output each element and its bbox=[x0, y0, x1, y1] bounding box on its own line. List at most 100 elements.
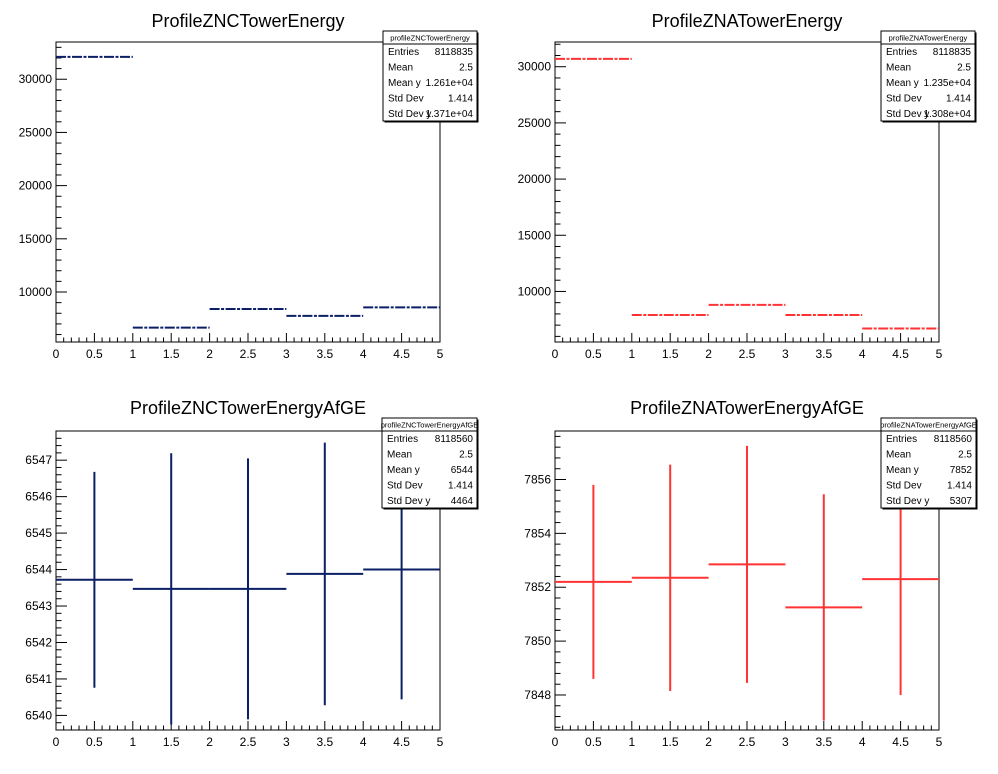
stats-label: Mean bbox=[387, 450, 412, 461]
x-tick-label: 1.5 bbox=[662, 347, 679, 361]
x-tick-label: 5 bbox=[437, 347, 444, 361]
x-tick-label: 4.5 bbox=[892, 735, 909, 749]
y-tick-label: 20000 bbox=[518, 172, 552, 186]
stats-value: 6544 bbox=[451, 465, 474, 476]
stats-value: 2.5 bbox=[459, 63, 473, 74]
chart-title: ProfileZNATowerEnergy bbox=[652, 11, 843, 31]
x-tick-label: 1.5 bbox=[662, 735, 679, 749]
x-tick-label: 4 bbox=[360, 347, 367, 361]
stats-value: 8118560 bbox=[934, 434, 973, 445]
x-tick-label: 1.5 bbox=[163, 347, 180, 361]
y-tick-label: 6542 bbox=[25, 635, 52, 649]
y-tick-label: 25000 bbox=[518, 116, 552, 130]
x-tick-label: 4 bbox=[859, 347, 866, 361]
data-point bbox=[631, 464, 709, 691]
y-tick-label: 30000 bbox=[518, 60, 552, 74]
stats-label: Std Dev bbox=[886, 480, 922, 491]
stats-name: profileZNATowerEnergy bbox=[889, 34, 968, 43]
stats-value: 7852 bbox=[950, 465, 973, 476]
stats-label: Mean y bbox=[886, 465, 919, 476]
stats-name: profileZNCTowerEnergy bbox=[390, 34, 470, 43]
x-tick-label: 2.5 bbox=[240, 347, 257, 361]
x-tick-label: 2.5 bbox=[240, 735, 257, 749]
data-point bbox=[286, 442, 364, 706]
stats-label: Mean bbox=[886, 63, 911, 74]
stats-label: Std Dev bbox=[886, 93, 922, 104]
x-tick-label: 3 bbox=[782, 735, 789, 749]
stats-label: Entries bbox=[886, 47, 917, 58]
y-tick-label: 7856 bbox=[524, 472, 551, 486]
x-tick-label: 0.5 bbox=[585, 735, 602, 749]
stats-label: Entries bbox=[387, 434, 418, 445]
stats-label: Mean y bbox=[387, 465, 420, 476]
chart-panel-4: ProfileZNATowerEnergyAfGE 0 0.5 1 1.5 2 2.5 3 3.… bbox=[524, 398, 978, 749]
data-point bbox=[209, 458, 287, 720]
x-tick-label: 0 bbox=[552, 735, 559, 749]
stats-value: 8118835 bbox=[933, 47, 972, 58]
stats-label: Mean y bbox=[886, 78, 919, 89]
stats-label: Entries bbox=[886, 434, 917, 445]
x-tick-label: 3 bbox=[782, 347, 789, 361]
stats-value: 1.414 bbox=[946, 93, 971, 104]
data-point bbox=[708, 445, 786, 683]
y-tick-label: 7852 bbox=[524, 580, 551, 594]
y-tick-label: 10000 bbox=[518, 284, 552, 298]
stats-value: 2.5 bbox=[958, 450, 972, 461]
stats-frame bbox=[382, 30, 478, 122]
stats-label: Std Dev bbox=[388, 93, 424, 104]
stats-box: profileZNATowerEnergyAfGE Entries 8118560 M… bbox=[880, 417, 978, 510]
x-tick-label: 1 bbox=[628, 347, 635, 361]
y-tick-label: 7850 bbox=[524, 634, 551, 648]
stats-value: 1.414 bbox=[947, 480, 972, 491]
stats-value: 8118560 bbox=[435, 434, 474, 445]
stats-label: Mean y bbox=[388, 78, 421, 89]
y-tick-label: 10000 bbox=[19, 285, 53, 299]
stats-label: Mean bbox=[388, 63, 413, 74]
stats-value: 4464 bbox=[451, 496, 474, 507]
x-tick-label: 1 bbox=[129, 347, 136, 361]
chart-title: ProfileZNCTowerEnergy bbox=[151, 11, 344, 31]
data-point bbox=[785, 494, 863, 721]
stats-frame bbox=[381, 417, 478, 509]
stats-frame bbox=[880, 30, 976, 122]
x-tick-label: 4.5 bbox=[393, 347, 410, 361]
y-tick-label: 30000 bbox=[19, 72, 53, 86]
stats-value: 1.414 bbox=[448, 480, 473, 491]
x-tick-label: 0.5 bbox=[86, 735, 103, 749]
x-tick-label: 2.5 bbox=[739, 347, 756, 361]
chart-panel-2: ProfileZNATowerEnergy 0 0.5 1 1.5 2 2.5 3 3.5 4 4.… bbox=[518, 11, 977, 361]
stats-value: 1.414 bbox=[448, 93, 473, 104]
x-tick-label: 1.5 bbox=[163, 735, 180, 749]
x-tick-label: 2.5 bbox=[739, 735, 756, 749]
plot-frame bbox=[55, 41, 441, 343]
stats-label: Entries bbox=[388, 47, 419, 58]
stats-box: profileZNCTowerEnergy Entries 8118835 Mean 2… bbox=[382, 30, 479, 123]
x-tick-label: 0.5 bbox=[585, 347, 602, 361]
y-tick-label: 6541 bbox=[25, 672, 52, 686]
stats-box: profileZNCTowerEnergyAfGE Entries 8118560 M… bbox=[381, 417, 479, 510]
x-tick-label: 2 bbox=[206, 735, 213, 749]
x-tick-label: 3 bbox=[283, 347, 290, 361]
x-tick-label: 3.5 bbox=[815, 347, 832, 361]
stats-label: Std Dev y bbox=[886, 109, 929, 120]
chart-panel-1: ProfileZNCTowerEnergy 0 0.5 1 1.5 2 2.5 3 3.5 4 4.… bbox=[19, 11, 479, 361]
x-tick-label: 3.5 bbox=[316, 347, 333, 361]
stats-value: 1.261e+04 bbox=[425, 78, 473, 89]
y-tick-label: 6547 bbox=[25, 453, 52, 467]
y-tick-label: 7854 bbox=[524, 526, 551, 540]
stats-label: Std Dev y bbox=[388, 109, 431, 120]
y-tick-label: 6543 bbox=[25, 599, 52, 613]
x-tick-label: 2 bbox=[705, 347, 712, 361]
y-tick-label: 20000 bbox=[19, 179, 53, 193]
stats-label: Std Dev y bbox=[387, 496, 430, 507]
x-tick-label: 4.5 bbox=[393, 735, 410, 749]
y-tick-label: 15000 bbox=[19, 232, 53, 246]
x-tick-label: 0.5 bbox=[86, 347, 103, 361]
stats-value: 1.308e+04 bbox=[923, 109, 971, 120]
x-tick-label: 0 bbox=[53, 735, 60, 749]
data-point bbox=[132, 453, 210, 725]
x-tick-label: 5 bbox=[936, 347, 943, 361]
x-tick-label: 0 bbox=[552, 347, 559, 361]
x-tick-label: 5 bbox=[936, 735, 943, 749]
